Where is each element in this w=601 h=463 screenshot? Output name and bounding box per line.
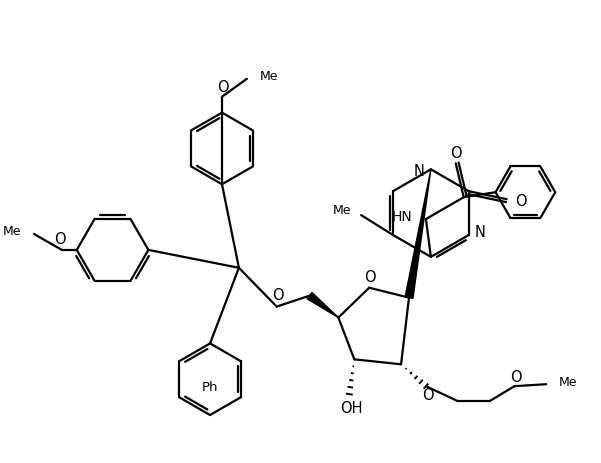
Text: O: O bbox=[217, 80, 229, 95]
Text: Me: Me bbox=[2, 225, 21, 238]
Text: HN: HN bbox=[391, 210, 412, 224]
Text: O: O bbox=[450, 146, 462, 161]
Text: Ph: Ph bbox=[202, 381, 218, 394]
Text: N: N bbox=[475, 225, 486, 240]
Polygon shape bbox=[307, 293, 338, 318]
Text: O: O bbox=[364, 270, 376, 285]
Text: O: O bbox=[510, 370, 521, 385]
Text: Me: Me bbox=[559, 375, 578, 389]
Text: O: O bbox=[272, 288, 284, 303]
Text: N: N bbox=[414, 164, 425, 179]
Text: O: O bbox=[54, 232, 66, 247]
Text: O: O bbox=[516, 194, 527, 209]
Polygon shape bbox=[405, 169, 431, 298]
Text: Me: Me bbox=[333, 204, 351, 217]
Text: Me: Me bbox=[260, 70, 278, 83]
Text: OH: OH bbox=[340, 400, 362, 416]
Text: O: O bbox=[422, 388, 434, 403]
